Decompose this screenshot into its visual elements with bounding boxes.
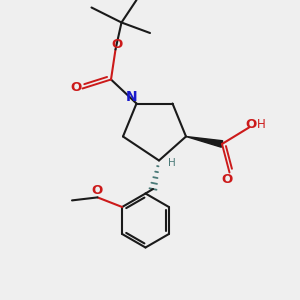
Text: O: O	[221, 172, 233, 186]
Text: N: N	[125, 90, 137, 104]
Text: O: O	[112, 38, 123, 51]
Text: H: H	[257, 118, 266, 131]
Polygon shape	[186, 136, 223, 147]
Text: O: O	[70, 81, 82, 94]
Text: H: H	[168, 158, 176, 168]
Text: O: O	[245, 118, 256, 131]
Text: O: O	[91, 184, 102, 197]
